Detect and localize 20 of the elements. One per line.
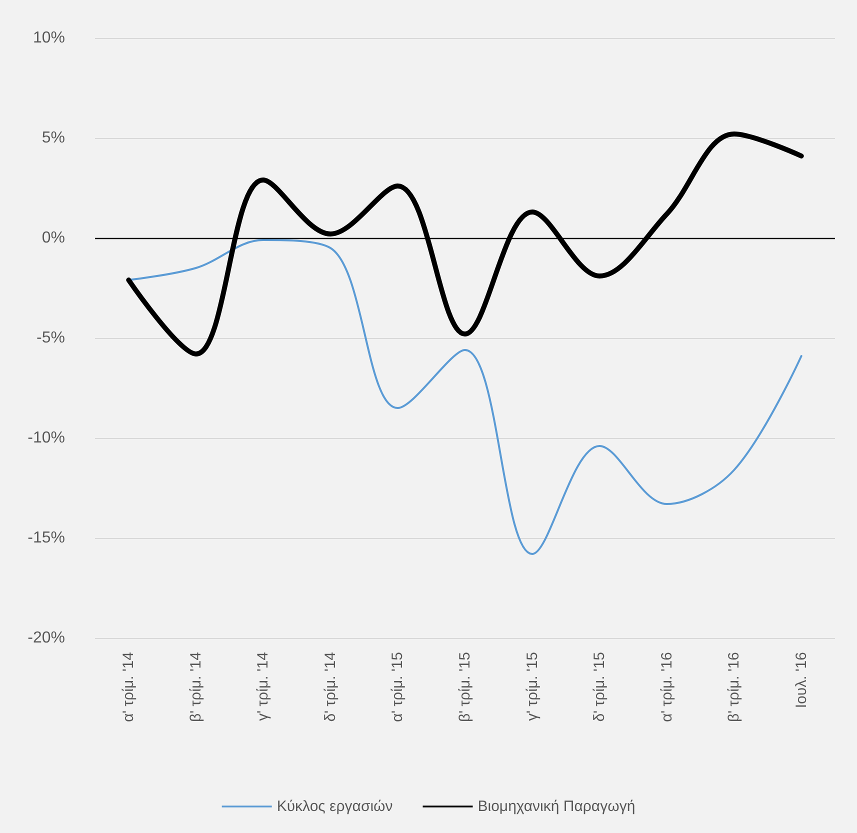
x-tick-label: β' τρίμ. '14: [187, 652, 204, 722]
x-tick-label: α' τρίμ. '16: [658, 652, 676, 722]
x-tick-label: δ' τρίμ. '14: [322, 652, 339, 722]
y-tick-label: -15%: [28, 530, 65, 546]
x-tick-label: α' τρίμ. '15: [389, 652, 406, 722]
y-tick-label: 5%: [42, 130, 65, 146]
x-tick-label: γ' τρίμ. '14: [254, 652, 272, 721]
x-tick-label: γ' τρίμ. '15: [524, 652, 541, 721]
y-tick-label: 0%: [42, 230, 65, 246]
y-tick-label: 10%: [32, 30, 65, 46]
x-tick-label: β' τρίμ. '16: [726, 652, 743, 722]
x-tick-label: δ' τρίμ. '15: [591, 652, 608, 722]
x-tick-label: α' τρίμ. '14: [120, 652, 138, 722]
legend-label: Κύκλος εργασιών: [276, 798, 393, 815]
y-tick-label: -10%: [28, 430, 65, 446]
y-tick-label: -5%: [36, 330, 65, 346]
y-tick-label: -20%: [28, 630, 65, 646]
x-tick-label: Ιουλ. '16: [792, 652, 810, 708]
legend-label: Βιομηχανική Παραγωγή: [478, 798, 636, 815]
x-tick-label: β' τρίμ. '15: [456, 652, 474, 722]
